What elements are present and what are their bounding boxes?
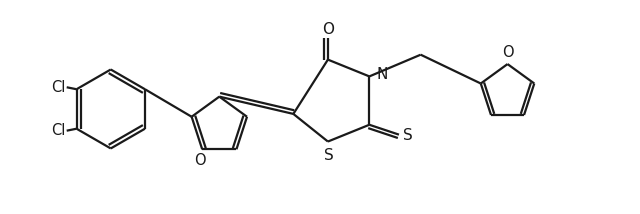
Text: S: S xyxy=(324,149,333,163)
Text: O: O xyxy=(502,45,513,60)
Text: Cl: Cl xyxy=(51,123,66,138)
Text: S: S xyxy=(403,128,413,143)
Text: N: N xyxy=(376,67,388,82)
Text: Cl: Cl xyxy=(51,80,66,95)
Text: O: O xyxy=(322,22,334,37)
Text: O: O xyxy=(195,153,206,168)
